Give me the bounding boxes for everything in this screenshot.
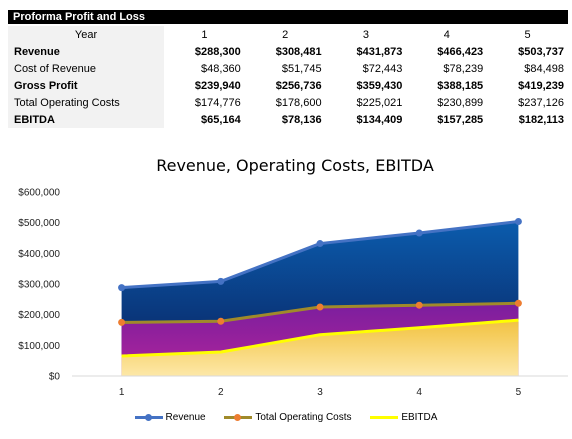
cell-value: $182,113 [518,113,564,126]
data-point-total-operating-costs [118,318,126,326]
x-tick-label: 4 [416,387,422,398]
cell-value: $288,300 [194,45,241,58]
data-point-revenue [514,218,522,226]
table-row-cost-of-revenue: Cost of Revenue $48,360 $51,745 $72,443 … [8,60,568,77]
cell-value: $237,126 [518,96,564,109]
cell-value: $388,185 [437,79,484,92]
cell-value: $503,737 [518,45,564,58]
cell-value: $157,285 [437,113,484,126]
y-tick-label: $600,000 [18,188,60,199]
table-header-row: Year 1 2 3 4 5 [8,26,568,43]
data-point-total-operating-costs [316,303,324,311]
data-point-total-operating-costs [514,299,522,307]
cell-value: $174,776 [194,96,241,109]
data-point-revenue [217,277,225,285]
row-label: Revenue [8,43,164,60]
area-ebitda [121,320,519,376]
cell-value: $78,136 [281,113,322,126]
data-point-revenue [118,284,126,292]
cell-value: $359,430 [356,79,403,92]
header-label: Year [8,26,164,43]
table-title: Proforma Profit and Loss [8,10,568,24]
legend-swatch-revenue [134,413,163,421]
chart-legend: Revenue Total Operating Costs EBITDA [0,411,572,423]
table-row-revenue: Revenue $288,300 $308,481 $431,873 $466,… [8,43,568,60]
cell-value: $84,498 [524,62,564,75]
legend-label: Total Operating Costs [255,412,352,423]
x-tick-label: 1 [119,387,125,398]
series-line-ebitda [121,318,519,358]
legend-item-revenue: Revenue [134,412,206,423]
row-label: EBITDA [8,111,164,128]
y-tick-label: $400,000 [18,249,60,260]
y-tick-label: $200,000 [18,310,60,321]
data-point-revenue [415,229,423,237]
table-row-gross-profit: Gross Profit $239,940 $256,736 $359,430 … [8,77,568,94]
data-point-total-operating-costs [217,317,225,325]
data-point-total-operating-costs [415,301,423,309]
legend-item-total-operating-costs: Total Operating Costs [224,412,352,423]
legend-label: EBITDA [401,412,438,423]
legend-swatch-total-operating-costs [224,413,253,421]
pnl-table: Year 1 2 3 4 5 Revenue $288,300 $308,481… [8,26,568,128]
row-label: Gross Profit [8,77,164,94]
cell-value: $256,736 [275,79,322,92]
row-label: Total Operating Costs [8,94,164,111]
cell-value: $230,899 [437,96,484,109]
cell-value: $134,409 [356,113,403,126]
year-header: 5 [524,28,531,41]
legend-label: Revenue [165,412,206,423]
cell-value: $78,239 [443,62,484,75]
table-row-ebitda: EBITDA $65,164 $78,136 $134,409 $157,285… [8,111,568,128]
data-point-revenue [316,240,324,248]
cell-value: $466,423 [437,45,484,58]
cell-value: $65,164 [201,113,241,126]
year-header: 3 [362,28,370,41]
y-tick-label: $0 [49,372,61,383]
year-header: 1 [201,28,208,41]
cell-value: $225,021 [356,96,403,109]
cell-value: $431,873 [356,45,403,58]
cell-value: $308,481 [275,45,322,58]
chart-title: Revenue, Operating Costs, EBITDA [156,156,434,175]
y-tick-label: $100,000 [18,341,60,352]
x-tick-label: 5 [516,387,522,398]
row-label: Cost of Revenue [8,60,164,77]
table-row-total-operating-costs: Total Operating Costs $174,776 $178,600 … [8,94,568,111]
cell-value: $51,745 [281,62,322,75]
y-tick-label: $300,000 [18,280,60,291]
year-header: 4 [443,28,450,41]
cell-value: $72,443 [362,62,403,75]
legend-item-ebitda: EBITDA [370,412,437,423]
legend-swatch-ebitda [370,416,399,419]
year-header: 2 [282,28,289,41]
cell-value: $239,940 [194,79,241,92]
x-tick-label: 2 [218,387,224,398]
y-tick-label: $500,000 [18,218,60,229]
cell-value: $48,360 [201,62,241,75]
cell-value: $419,239 [518,79,564,92]
x-tick-label: 3 [317,387,323,398]
cell-value: $178,600 [275,96,322,109]
